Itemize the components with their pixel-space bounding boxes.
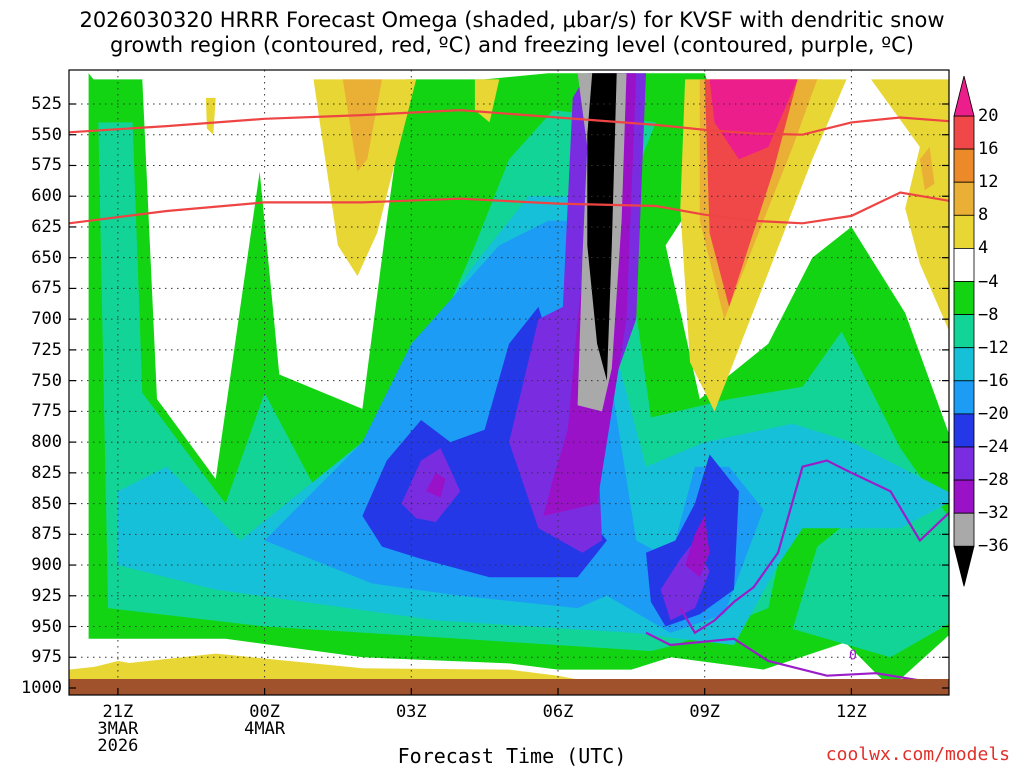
dgz-contour-upper-boundary xyxy=(69,108,949,136)
y-tick-label-525: 525 xyxy=(31,94,62,114)
omega-region-upper-descent-yellow-4 xyxy=(871,79,949,331)
omega-region-upper-descent-yellow-5 xyxy=(205,97,216,135)
colorbar-segment-16_20 xyxy=(953,115,975,150)
chart-title-line-1: 2026030320 HRRR Forecast Omega (shaded, … xyxy=(79,8,945,32)
colorbar-segment--8_-4 xyxy=(953,281,975,315)
colorbar-segment--4_4 xyxy=(953,247,975,282)
freezing-level-contour: 0 xyxy=(645,459,949,687)
y-tick-label-975: 975 xyxy=(31,647,62,668)
x-tick-label-12Z: 12Z xyxy=(836,702,867,722)
y-tick-label-675: 675 xyxy=(31,278,62,299)
y-tick-label-750: 750 xyxy=(31,370,62,391)
colorbar-segment--24_-20 xyxy=(953,413,975,448)
y-tick-label-600: 600 xyxy=(31,186,62,207)
colorbar-tick-label: −4 xyxy=(978,271,999,292)
plot-frame xyxy=(68,69,950,696)
colorbar-tick-label: −8 xyxy=(978,304,999,325)
x-tick-label-06Z: 06Z xyxy=(542,702,574,722)
omega-region-violet-core-small xyxy=(685,515,710,578)
omega-region-descent-orange-3 xyxy=(919,147,935,191)
y-tick-label-875: 875 xyxy=(31,524,62,545)
colorbar-tick-label: −32 xyxy=(978,503,1009,524)
grid-layer xyxy=(69,70,949,695)
colorbar xyxy=(953,75,975,587)
freezing-level-upper-branch xyxy=(679,459,949,635)
y-tick-label-1000: 1000 xyxy=(21,678,62,698)
colorbar-tick-label: 20 xyxy=(978,106,999,126)
colorbar-segment--32_-28 xyxy=(953,479,975,514)
colorbar-tick-label: 8 xyxy=(978,205,989,226)
freezing-level-lower-branch xyxy=(645,631,949,687)
y-tick-label-650: 650 xyxy=(31,247,62,268)
x-tick-sublabel: 4MAR xyxy=(244,719,286,739)
colorbar-tick-label: 16 xyxy=(978,139,999,160)
colorbar-segment-8_12 xyxy=(953,181,975,216)
ground-band xyxy=(69,679,949,695)
y-tick-label-800: 800 xyxy=(31,432,62,453)
colorbar-segment-4_8 xyxy=(953,214,975,249)
omega-region-black-max-ascent xyxy=(587,73,617,381)
chart-title-line-2: growth region (contoured, red, ºC) and f… xyxy=(110,33,914,57)
y-tick-label-925: 925 xyxy=(31,585,62,606)
colorbar-tick-label: −24 xyxy=(978,437,1009,457)
colorbar-tick-label: −28 xyxy=(978,470,1009,491)
dgz-contour-lower-boundary xyxy=(69,191,949,225)
colorbar-segment--20_-16 xyxy=(953,380,975,415)
y-tick-label-950: 950 xyxy=(31,616,62,637)
y-tick-label-625: 625 xyxy=(31,216,62,237)
colorbar-top-arrow xyxy=(953,75,975,117)
x-tick-label-03Z: 03Z xyxy=(395,702,427,722)
colorbar-tick-label: −36 xyxy=(978,536,1009,557)
freezing-level-label: 0 xyxy=(849,649,857,664)
y-tick-label-550: 550 xyxy=(31,124,62,145)
y-tick-label-575: 575 xyxy=(31,155,62,176)
x-axis-label: Forecast Time (UTC) xyxy=(397,744,627,768)
y-tick-label-775: 775 xyxy=(31,401,62,422)
y-tick-label-850: 850 xyxy=(31,493,62,514)
y-tick-label-900: 900 xyxy=(31,555,62,576)
x-tick-label-09Z: 09Z xyxy=(689,702,721,722)
x-tick-label-21Z: 21Z xyxy=(102,702,134,722)
dendritic-growth-contours xyxy=(69,108,949,225)
colorbar-segment--36_-32 xyxy=(953,512,975,547)
colorbar-tick-label: −12 xyxy=(978,337,1009,358)
y-tick-label-725: 725 xyxy=(31,339,62,360)
colorbar-tick-label: 12 xyxy=(978,172,999,193)
colorbar-tick-label: 4 xyxy=(978,238,989,259)
y-tick-label-700: 700 xyxy=(31,309,62,330)
colorbar-segment--16_-12 xyxy=(953,347,975,382)
x-tick-sublabel: 2026 xyxy=(97,736,139,756)
omega-region-descent-pink-max xyxy=(709,79,798,160)
omega-region-descent-orange-1 xyxy=(342,79,382,172)
x-tick-sublabel: 3MAR xyxy=(97,719,139,739)
colorbar-tick-label: −16 xyxy=(978,370,1009,391)
colorbar-bottom-arrow xyxy=(953,545,975,587)
x-tick-label-00Z: 00Z xyxy=(249,702,280,722)
colorbar-segment-12_16 xyxy=(953,148,975,183)
omega-region-violet-core-left xyxy=(426,472,446,498)
colorbar-segment--12_-8 xyxy=(953,314,975,349)
axis-ticks xyxy=(69,103,949,695)
site-credit: coolwx.com/models xyxy=(825,744,1010,765)
colorbar-segment--28_-24 xyxy=(953,446,975,481)
y-tick-label-825: 825 xyxy=(31,462,62,483)
colorbar-tick-label: −20 xyxy=(978,403,1009,424)
